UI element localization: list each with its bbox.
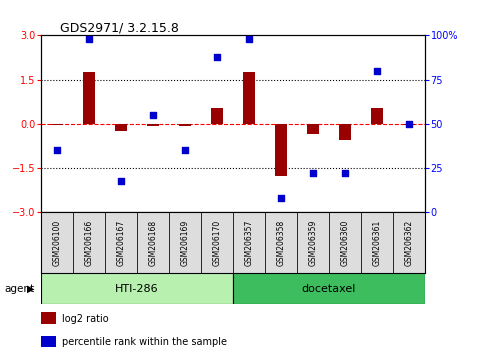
Bar (361, 212, 393, 273)
Bar (265, 212, 297, 273)
Bar (211, 108, 224, 124)
Point (117, 178, 125, 183)
Point (373, 68, 381, 74)
Bar (137, 212, 169, 273)
Text: ▶: ▶ (27, 284, 34, 293)
Text: agent: agent (5, 284, 35, 293)
Bar (73, 212, 105, 273)
Bar (370, 108, 384, 124)
Bar (233, 212, 265, 273)
Text: GSM206361: GSM206361 (372, 219, 382, 266)
Bar (41, 336, 56, 348)
Text: docetaxel: docetaxel (302, 284, 356, 293)
Point (149, 112, 157, 118)
Bar (403, 124, 415, 125)
Text: GSM206166: GSM206166 (85, 219, 94, 266)
Text: GSM206168: GSM206168 (149, 219, 157, 266)
Text: GDS2971/ 3.2.15.8: GDS2971/ 3.2.15.8 (60, 21, 179, 34)
Text: GSM206169: GSM206169 (181, 219, 189, 266)
Bar (114, 124, 128, 131)
Bar (147, 124, 159, 126)
Point (213, 54, 221, 59)
Bar (51, 124, 63, 125)
Bar (179, 124, 191, 126)
Text: GSM206360: GSM206360 (341, 219, 350, 266)
Text: GSM206358: GSM206358 (277, 219, 285, 266)
Text: HTI-286: HTI-286 (115, 284, 159, 293)
Point (245, 36, 253, 42)
Text: GSM206167: GSM206167 (116, 219, 126, 266)
Point (85, 36, 93, 42)
Bar (41, 212, 73, 273)
FancyBboxPatch shape (233, 273, 425, 304)
Text: log2 ratio: log2 ratio (62, 314, 109, 324)
Point (309, 171, 317, 176)
Bar (169, 212, 201, 273)
Point (277, 195, 285, 201)
Bar (275, 124, 287, 176)
Bar (329, 212, 361, 273)
Bar (83, 72, 96, 124)
Bar (339, 124, 352, 140)
Bar (242, 72, 256, 124)
Text: GSM206359: GSM206359 (309, 219, 317, 266)
Bar (297, 212, 329, 273)
Point (181, 148, 189, 153)
Point (53, 148, 61, 153)
Text: GSM206357: GSM206357 (244, 219, 254, 266)
Bar (307, 124, 319, 134)
Point (405, 121, 413, 127)
Bar (393, 212, 425, 273)
Text: percentile rank within the sample: percentile rank within the sample (62, 337, 227, 347)
Text: GSM206100: GSM206100 (53, 219, 61, 266)
Point (341, 171, 349, 176)
Bar (201, 212, 233, 273)
FancyBboxPatch shape (41, 273, 233, 304)
Bar (41, 312, 56, 324)
Bar (105, 212, 137, 273)
Text: GSM206170: GSM206170 (213, 219, 222, 266)
Text: GSM206362: GSM206362 (405, 219, 413, 266)
